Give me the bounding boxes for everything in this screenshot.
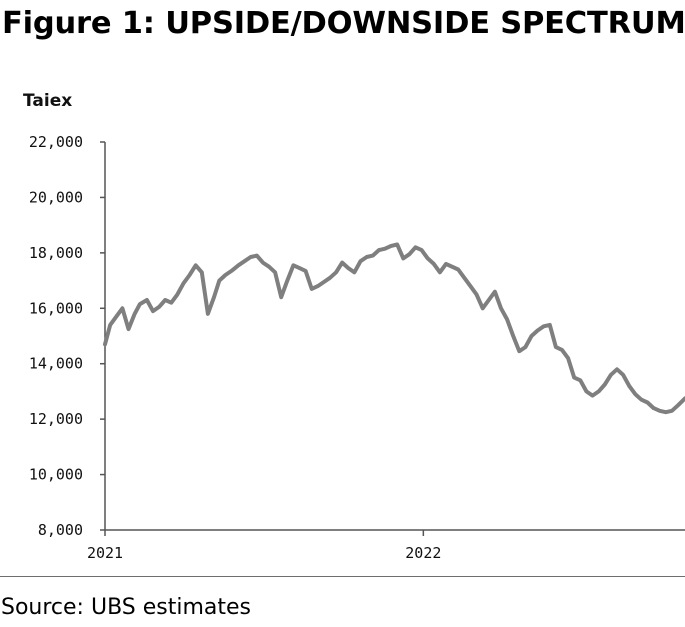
y-tick-label: 8,000 xyxy=(38,521,83,539)
source-divider xyxy=(0,576,685,577)
y-tick-label: 22,000 xyxy=(29,133,83,151)
plot-area xyxy=(103,242,685,415)
y-axis-label: Taiex xyxy=(23,91,72,111)
figure-title: Figure 1: UPSIDE/DOWNSIDE SPECTRUM xyxy=(2,6,685,41)
x-axis-ticks: 2021 2022 xyxy=(87,530,441,562)
y-tick-label: 18,000 xyxy=(29,244,83,262)
x-tick-label: 2022 xyxy=(405,544,441,562)
taiex-series-line xyxy=(103,242,685,415)
y-tick-label: 20,000 xyxy=(29,188,83,206)
y-axis-ticks: 8,000 10,000 12,000 14,000 16,000 18,000 20,00… xyxy=(29,133,105,539)
x-tick-label: 2021 xyxy=(87,544,123,562)
y-tick-label: 14,000 xyxy=(29,355,83,373)
y-tick-label: 10,000 xyxy=(29,466,83,484)
y-tick-label: 12,000 xyxy=(29,410,83,428)
y-tick-label: 16,000 xyxy=(29,299,83,317)
source-note: Source: UBS estimates xyxy=(1,595,252,620)
taiex-line-chart: Taiex 8,000 10,000 12,000 14,000 16,000 18,00… xyxy=(23,91,685,562)
